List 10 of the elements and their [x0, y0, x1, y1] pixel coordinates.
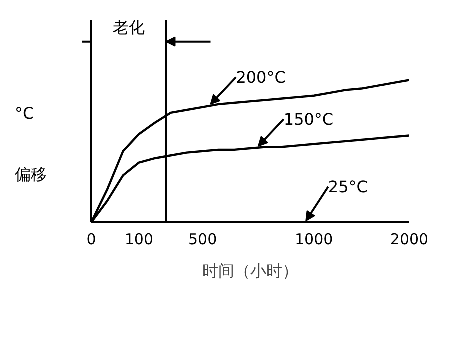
x-tick-label: 100 [124, 230, 154, 248]
text: °C 偏移 [15, 104, 47, 184]
x-tick-label: 1000 [295, 230, 334, 248]
series-label: 200°C [236, 68, 286, 87]
series-label: 150°C [284, 110, 334, 129]
x-tick-label: 2000 [390, 230, 429, 248]
x-axis-title: 时间（小时） [202, 262, 298, 280]
x-tick-label: 0 [86, 230, 96, 248]
x-tick-label: 500 [188, 230, 218, 248]
series-label: 25°C [328, 177, 368, 196]
